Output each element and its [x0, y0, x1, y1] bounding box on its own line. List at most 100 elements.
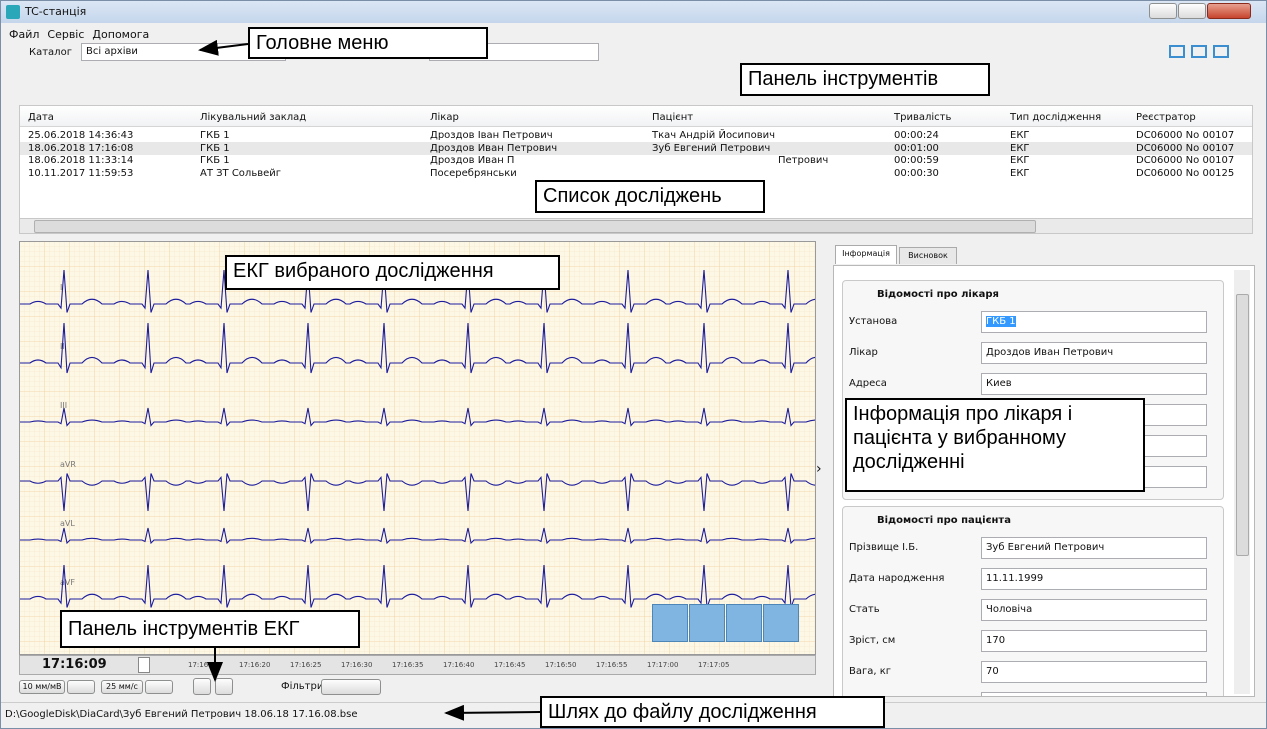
tool-button[interactable] — [193, 678, 211, 695]
table-cell: Дроздов Иван Петрович — [430, 143, 557, 154]
timeline-label: 17:16:25 — [290, 661, 321, 669]
table-cell: ЕКГ — [1010, 130, 1030, 141]
tool-button[interactable] — [215, 678, 233, 695]
back-button[interactable] — [689, 604, 725, 642]
filters-label: Фільтри — [281, 681, 323, 692]
speed-button[interactable]: 25 мм/с — [101, 680, 143, 694]
table-cell: ЕКГ — [1010, 168, 1030, 179]
field-value[interactable]: 70 — [981, 661, 1207, 683]
menu-item[interactable]: Файл — [9, 28, 39, 41]
sensitivity-button[interactable]: 10 мм/мВ — [19, 680, 65, 694]
column-header: Лікар — [430, 112, 459, 123]
table-cell: DC06000 No 00107 — [1136, 143, 1234, 154]
menu-item[interactable]: Допомога — [92, 28, 149, 41]
timeline-label: 17:16:45 — [494, 661, 525, 669]
tab[interactable]: Інформація — [835, 245, 897, 264]
timeline-label: 17:17:00 — [647, 661, 678, 669]
file-path: D:\GoogleDisk\DiaCard\Зуб Евгений Петров… — [5, 709, 358, 720]
fast-forward-button[interactable] — [763, 604, 799, 642]
timeline-label: 17:16:15 — [188, 661, 219, 669]
page: {"window": {"title": "TC-станція"}, "men… — [0, 0, 1267, 729]
table-cell: 00:00:24 — [894, 130, 939, 141]
table-cell: 10.11.2017 11:59:53 — [28, 168, 133, 179]
timeline-label: 17:16:35 — [392, 661, 423, 669]
field-value[interactable]: Дроздов Иван Петрович — [981, 342, 1207, 364]
table-cell: ЕКГ — [1010, 143, 1030, 154]
annotation: Панель інструментів ЕКГ — [60, 610, 360, 648]
window-title: TC-станція — [25, 5, 86, 18]
annotation: ЕКГ вибраного дослідження — [225, 255, 560, 290]
field-value[interactable]: Киев — [981, 373, 1207, 395]
table-cell: 00:00:30 — [894, 168, 939, 179]
table-cell: Зуб Евгений Петрович — [652, 143, 770, 154]
sensitivity-spin[interactable] — [67, 680, 95, 694]
table-cell: Дроздов Иван П — [430, 155, 514, 166]
ecg-toolbar: 10 мм/мВ 25 мм/с Фільтри — [19, 678, 814, 696]
layout-button[interactable] — [1191, 45, 1207, 58]
tab[interactable]: Висновок — [899, 247, 957, 264]
horizontal-scrollbar[interactable] — [19, 218, 1253, 234]
current-time: 17:16:09 — [42, 657, 107, 672]
field-value[interactable]: Зуб Евгений Петрович — [981, 537, 1207, 559]
timeline-label: 17:16:55 — [596, 661, 627, 669]
annotation: Головне меню — [248, 27, 488, 59]
table-cell: 00:01:00 — [894, 143, 939, 154]
table-cell: АТ ЗТ Сольвейг — [200, 168, 281, 179]
field-value[interactable]: Чоловіча — [981, 599, 1207, 621]
minimize-button[interactable] — [1149, 3, 1177, 19]
maximize-button[interactable] — [1178, 3, 1206, 19]
column-header: Дата — [28, 112, 54, 123]
table-cell: DC06000 No 00125 — [1136, 168, 1234, 179]
vertical-scrollbar[interactable] — [1234, 270, 1250, 694]
speed-spin[interactable] — [145, 680, 173, 694]
section-title: Відомості про пацієнта — [877, 515, 1011, 526]
field-label: Зріст, см — [849, 635, 895, 646]
field-label: Адреса — [849, 378, 887, 389]
app-icon — [6, 5, 20, 19]
annotation: Список досліджень — [535, 180, 765, 213]
timeline-label: 17:16:50 — [545, 661, 576, 669]
toolbar: Каталог Всі архіви Пошук — [11, 43, 1256, 63]
field-label: Лікар — [849, 347, 878, 358]
column-header: Пацієнт — [652, 112, 693, 123]
field-label: Стать — [849, 604, 880, 615]
catalog-label: Каталог — [29, 47, 72, 58]
table-cell: 18.06.2018 11:33:14 — [28, 155, 133, 166]
rewind-button[interactable] — [652, 604, 688, 642]
navigation-buttons — [652, 604, 798, 642]
layout-button[interactable] — [1169, 45, 1185, 58]
lead-label: aVR — [60, 460, 76, 469]
filter-buttons[interactable] — [321, 679, 381, 695]
table-cell: ГКБ 1 — [200, 155, 230, 166]
menu-item[interactable]: Сервіс — [47, 28, 84, 41]
forward-button[interactable] — [726, 604, 762, 642]
close-button[interactable] — [1207, 3, 1251, 19]
table-cell: ГКБ 1 — [200, 143, 230, 154]
column-header: Лікувальний заклад — [200, 112, 306, 123]
scroll-thumb[interactable] — [34, 220, 1036, 233]
table-cell: ЕКГ — [1010, 155, 1030, 166]
column-header: Тривалість — [894, 112, 951, 123]
lead-label: aVL — [60, 519, 75, 528]
splitter-arrow[interactable]: › — [816, 461, 822, 477]
main-menu: Файл Сервіс Допомога — [9, 28, 157, 41]
timeline-label: 17:16:30 — [341, 661, 372, 669]
table-cell: Посеребрянськи — [430, 168, 517, 179]
column-header: Реєстратор — [1136, 112, 1196, 123]
field-value[interactable]: ГКБ 1 — [981, 311, 1207, 333]
field-value[interactable] — [981, 692, 1207, 697]
timeline-label: 17:17:05 — [698, 661, 729, 669]
scroll-thumb[interactable] — [1236, 294, 1249, 556]
field-value[interactable]: 170 — [981, 630, 1207, 652]
table-cell: DC06000 No 00107 — [1136, 130, 1234, 141]
timeline-scroll[interactable] — [138, 657, 150, 673]
annotation: Шлях до файлу дослідження — [540, 696, 885, 728]
layout-button[interactable] — [1213, 45, 1229, 58]
field-value[interactable]: 11.11.1999 — [981, 568, 1207, 590]
timeline-label: 17:16:40 — [443, 661, 474, 669]
table-cell: Петрович — [778, 155, 828, 166]
